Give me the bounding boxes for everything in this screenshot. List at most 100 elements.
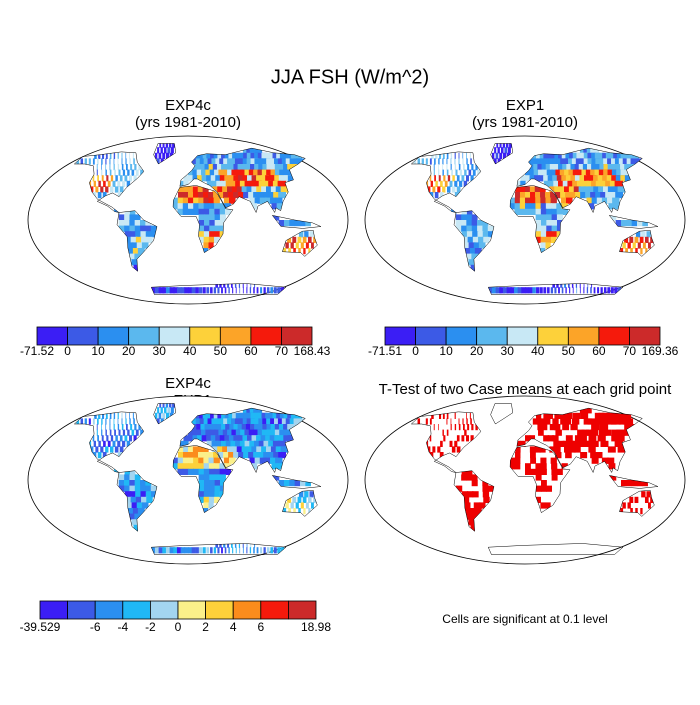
- grid-cell: [465, 435, 469, 442]
- grid-cell: [236, 446, 244, 453]
- grid-cell: [223, 541, 226, 548]
- grid-cell: [244, 440, 252, 447]
- grid-cell: [206, 152, 213, 159]
- grid-cell: [237, 424, 246, 431]
- grid-cell: [625, 248, 628, 255]
- grid-cell: [525, 197, 531, 204]
- map-panel: [364, 395, 686, 565]
- grid-cell: [641, 491, 646, 498]
- grid-cell: [470, 158, 472, 165]
- grid-cell: [136, 502, 144, 509]
- grid-cell: [534, 175, 540, 182]
- grid-cell: [198, 485, 205, 492]
- grid-cell: [96, 164, 98, 171]
- grid-cell: [591, 180, 599, 187]
- grid-cell: [305, 502, 309, 509]
- grid-cell: [124, 435, 128, 442]
- grid-cell: [509, 463, 516, 470]
- grid-cell: [237, 175, 246, 182]
- grid-cell: [565, 175, 573, 182]
- grid-cell: [106, 175, 109, 182]
- grid-cell: [627, 242, 631, 249]
- grid-cell: [251, 446, 259, 453]
- grid-cell: [266, 287, 270, 294]
- grid-cell: [458, 158, 460, 165]
- grid-cell: [599, 418, 609, 425]
- grid-cell: [183, 180, 189, 187]
- grid-cell: [228, 287, 230, 294]
- grid-cell: [193, 192, 199, 199]
- grid-cell: [535, 220, 542, 227]
- grid-cell: [435, 180, 438, 187]
- grid-cell: [202, 412, 209, 419]
- grid-cell: [121, 424, 124, 431]
- grid-cell: [140, 429, 144, 436]
- grid-cell: [461, 231, 469, 238]
- grid-cell: [587, 281, 589, 288]
- grid-cell: [130, 496, 138, 503]
- grid-cell: [177, 208, 184, 215]
- grid-cell: [146, 496, 153, 503]
- grid-cell: [474, 508, 482, 515]
- grid-cell: [287, 435, 298, 442]
- grid-cell: [198, 491, 205, 498]
- grid-cell: [263, 192, 271, 199]
- grid-cell: [470, 264, 478, 271]
- grid-cell: [478, 242, 486, 249]
- grid-cell: [620, 508, 624, 515]
- grid-cell: [183, 186, 189, 193]
- grid-cell: [203, 203, 210, 210]
- grid-cell: [213, 197, 220, 204]
- grid-cell: [278, 480, 285, 487]
- grid-cell: [196, 429, 203, 436]
- grid-cell: [90, 186, 94, 193]
- grid-cell: [574, 164, 583, 171]
- grid-cell: [536, 287, 540, 294]
- grid-cell: [309, 231, 314, 238]
- grid-cell: [551, 468, 558, 475]
- grid-cell: [162, 152, 166, 159]
- grid-cell: [278, 175, 288, 182]
- grid-cell: [145, 485, 152, 492]
- grid-cell: [129, 152, 130, 159]
- grid-cell: [468, 259, 476, 266]
- coastline: [487, 543, 624, 555]
- grid-cell: [558, 164, 565, 171]
- grid-cell: [572, 287, 574, 294]
- grid-cell: [213, 412, 220, 419]
- grid-cell: [251, 186, 259, 193]
- grid-cell: [212, 424, 220, 431]
- grid-cell: [242, 281, 244, 288]
- grid-cell: [272, 440, 282, 447]
- grid-cell: [535, 496, 541, 503]
- grid-cell: [519, 203, 526, 210]
- coastline: [116, 210, 158, 272]
- grid-cell: [208, 203, 216, 210]
- grid-cell: [456, 446, 461, 453]
- grid-cell: [247, 435, 255, 442]
- grid-cell: [121, 158, 123, 165]
- grid-cell: [193, 457, 200, 464]
- grid-cell: [510, 287, 516, 294]
- grid-cell: [206, 435, 213, 442]
- grid-cell: [203, 248, 209, 255]
- grid-cell: [242, 175, 250, 182]
- grid-cell: [228, 175, 236, 182]
- grid-cell: [95, 186, 99, 193]
- grid-cell: [470, 435, 474, 442]
- grid-cell: [250, 281, 252, 288]
- grid-cell: [555, 452, 562, 459]
- grid-cell: [119, 446, 124, 453]
- grid-cell: [585, 169, 594, 176]
- grid-cell: [214, 236, 220, 243]
- grid-cell: [162, 412, 166, 419]
- grid-cell: [199, 152, 205, 159]
- colorbar: -39.529 -6 -4 -2 0 2 4 6 18.98: [20, 600, 331, 634]
- grid-cell: [627, 502, 631, 509]
- grid-cell: [528, 158, 534, 165]
- colorbar-box: [97, 326, 130, 346]
- grid-cell: [293, 508, 296, 515]
- grid-cell: [208, 496, 215, 503]
- grid-cell: [258, 440, 267, 447]
- grid-cell: [458, 418, 460, 425]
